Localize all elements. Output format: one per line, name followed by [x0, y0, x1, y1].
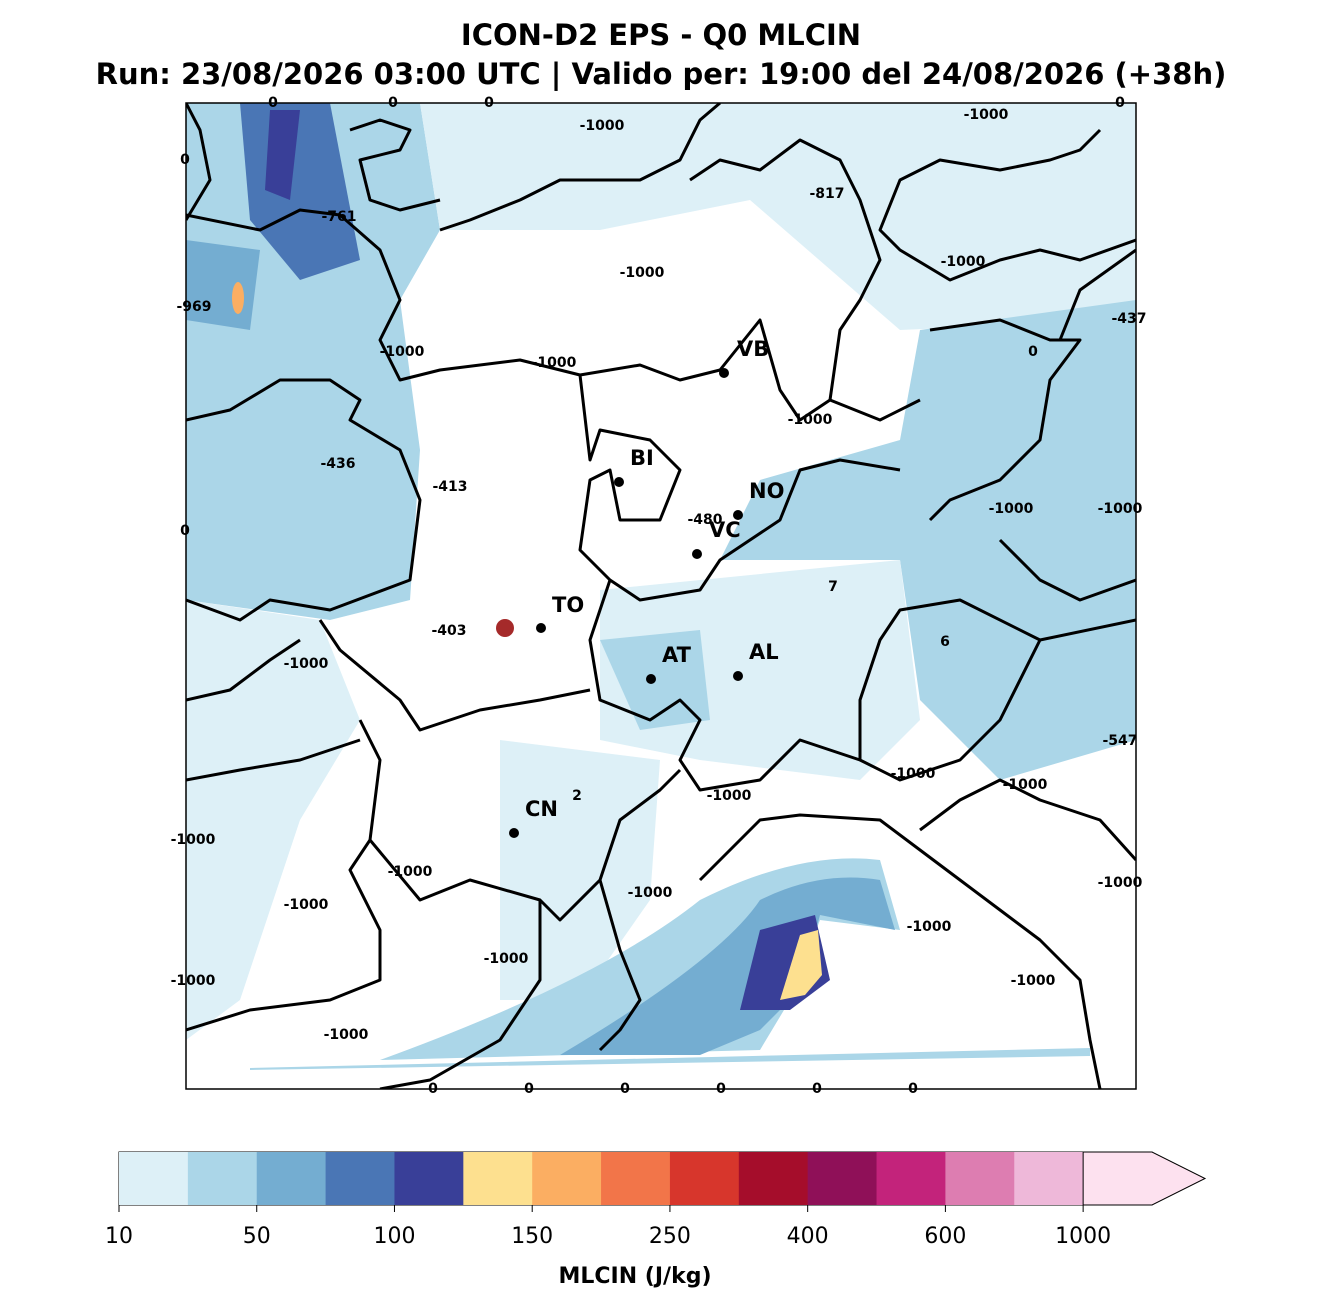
value-annotation: 0: [524, 1081, 534, 1097]
value-annotation: -1000: [907, 919, 952, 935]
colorbar-swatch: [325, 1152, 395, 1205]
value-annotation: 0: [268, 95, 278, 111]
value-annotation: -1000: [964, 107, 1009, 123]
colorbar-tick-label: 600: [924, 1224, 966, 1249]
colorbar-tick-label: 50: [243, 1224, 271, 1249]
map-field: [186, 103, 1136, 1089]
location-marker: [496, 619, 514, 637]
city-label: VB: [737, 337, 769, 361]
value-annotation: -1000: [388, 864, 433, 880]
value-annotation: -1000: [580, 118, 625, 134]
value-annotation: -1000: [620, 265, 665, 281]
colorbar-tick-label: 100: [373, 1224, 415, 1249]
value-annotation: 0: [388, 95, 398, 111]
colorbar-tick-label: 150: [511, 1224, 553, 1249]
city-dot: [733, 671, 743, 681]
value-annotation: -1000: [324, 1027, 369, 1043]
value-annotation: -413: [432, 479, 467, 495]
colorbar-swatch: [1014, 1152, 1084, 1205]
title: ICON-D2 EPS - Q0 MLCIN: [461, 18, 861, 52]
city-dot: [509, 828, 519, 838]
value-annotation: 0: [620, 1081, 630, 1097]
value-annotation: 0: [1028, 344, 1038, 360]
value-annotation: 0: [812, 1081, 822, 1097]
value-annotation: -437: [1111, 311, 1146, 327]
city-dot: [692, 549, 702, 559]
value-annotation: 6: [940, 634, 950, 650]
value-annotation: -1000: [1003, 777, 1048, 793]
subtitle: Run: 23/08/2026 03:00 UTC | Valido per: …: [96, 57, 1227, 91]
value-annotation: 2: [572, 788, 582, 804]
value-annotation: -1000: [284, 656, 329, 672]
value-annotation: -436: [320, 456, 355, 472]
value-annotation: -817: [809, 186, 844, 202]
value-annotation: -1000: [171, 973, 216, 989]
colorbar-swatch: [394, 1152, 464, 1205]
city-dot: [719, 368, 729, 378]
value-annotation: 7: [828, 579, 838, 595]
value-annotation: -1000: [284, 897, 329, 913]
value-annotation: -403: [431, 623, 466, 639]
colorbar-swatch: [256, 1152, 327, 1205]
colorbar-swatch: [601, 1152, 671, 1205]
colorbar-tick-label: 400: [787, 1224, 829, 1249]
colorbar-swatch: [119, 1152, 189, 1205]
value-annotation: -1000: [171, 832, 216, 848]
colorbar-swatch: [187, 1152, 258, 1205]
value-annotation: -1000: [380, 344, 425, 360]
value-annotation: -1000: [941, 254, 986, 270]
value-annotation: -1000: [532, 355, 577, 371]
value-annotation: -1000: [788, 412, 833, 428]
city-label: TO: [552, 593, 584, 617]
value-annotation: 0: [180, 152, 190, 168]
colorbar-swatch: [807, 1152, 878, 1205]
city-label: CN: [525, 797, 558, 821]
city-dot: [733, 510, 743, 520]
colorbar-swatch: [945, 1152, 1015, 1205]
value-annotation: -547: [1102, 733, 1137, 749]
value-annotation: -1000: [484, 951, 529, 967]
city-label: BI: [630, 446, 654, 470]
value-annotation: -480: [687, 512, 722, 528]
colorbar-extend: [1082, 1151, 1207, 1206]
value-annotation: -1000: [707, 788, 752, 804]
city-label: AT: [662, 643, 692, 667]
city-dot: [536, 623, 546, 633]
city-label: AL: [749, 640, 779, 664]
city-dot: [614, 477, 624, 487]
value-annotation: -969: [176, 299, 211, 315]
value-annotation: 0: [428, 1081, 438, 1097]
value-annotation: -761: [321, 209, 356, 225]
colorbar-label: MLCIN (J/kg): [558, 1264, 711, 1289]
colorbar-tick-label: 10: [105, 1224, 133, 1249]
colorbar-tick-label: 250: [649, 1224, 691, 1249]
value-annotation: -1000: [1098, 501, 1143, 517]
city-label: NO: [749, 479, 784, 503]
value-annotation: -1000: [891, 766, 936, 782]
city-dot: [646, 674, 656, 684]
value-annotation: 0: [1115, 95, 1125, 111]
city-label: VC: [709, 518, 741, 542]
value-annotation: -1000: [1098, 875, 1143, 891]
colorbar-swatch: [876, 1152, 946, 1205]
value-annotation: 0: [908, 1081, 918, 1097]
colorbar-swatch: [532, 1152, 602, 1205]
value-annotation: 0: [484, 95, 494, 111]
value-annotation: 0: [180, 523, 190, 539]
colorbar-swatch: [738, 1152, 809, 1205]
colorbar-swatch: [669, 1152, 740, 1205]
value-annotation: -1000: [989, 501, 1034, 517]
value-annotation: -1000: [628, 885, 673, 901]
map-frame: [185, 102, 1137, 1090]
value-annotation: 0: [716, 1081, 726, 1097]
colorbar-swatch: [463, 1152, 533, 1205]
value-annotation: -1000: [1011, 973, 1056, 989]
colorbar-tick-label: 1000: [1055, 1224, 1111, 1249]
